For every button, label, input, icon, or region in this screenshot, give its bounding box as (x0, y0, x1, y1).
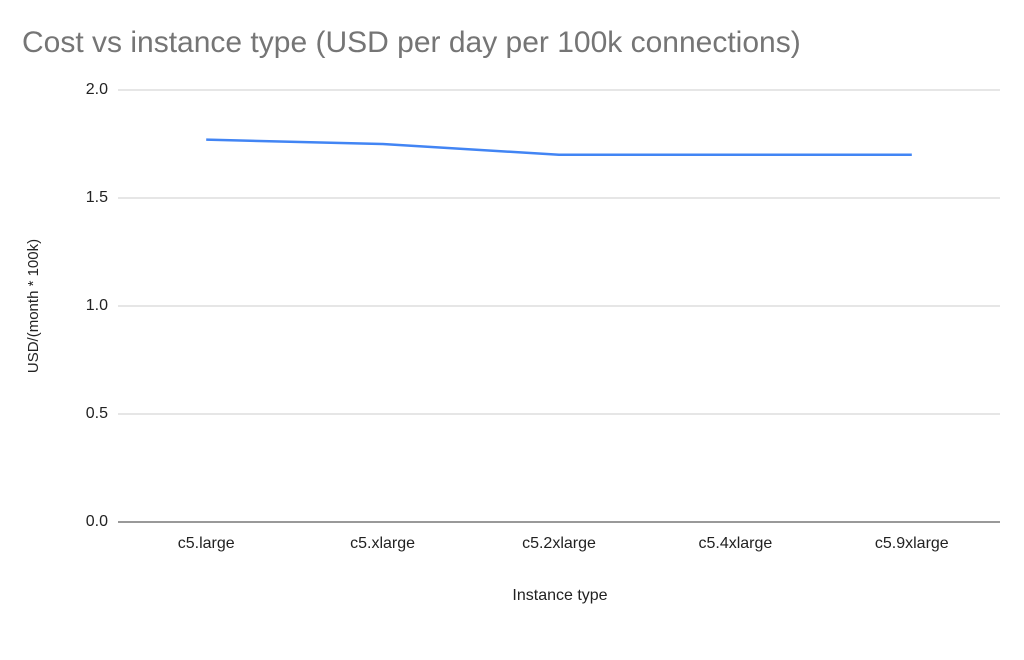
x-tick-label: c5.2xlarge (522, 535, 596, 552)
x-tick-label: c5.xlarge (350, 535, 415, 552)
x-tick-label: c5.4xlarge (698, 535, 772, 552)
y-axis-label: USD/(month * 100k) (25, 239, 42, 373)
y-tick-label: 1.5 (86, 189, 108, 206)
y-tick-label: 0.0 (86, 513, 108, 530)
chart-title: Cost vs instance type (USD per day per 1… (22, 26, 801, 59)
y-tick-label: 0.5 (86, 405, 108, 422)
line-series (206, 138, 912, 157)
y-tick-label: 2.0 (86, 81, 108, 98)
x-tick-label: c5.large (178, 535, 235, 552)
x-tick-label: c5.9xlarge (875, 535, 949, 552)
y-tick-label: 1.0 (86, 297, 108, 314)
x-axis-label: Instance type (512, 587, 607, 604)
